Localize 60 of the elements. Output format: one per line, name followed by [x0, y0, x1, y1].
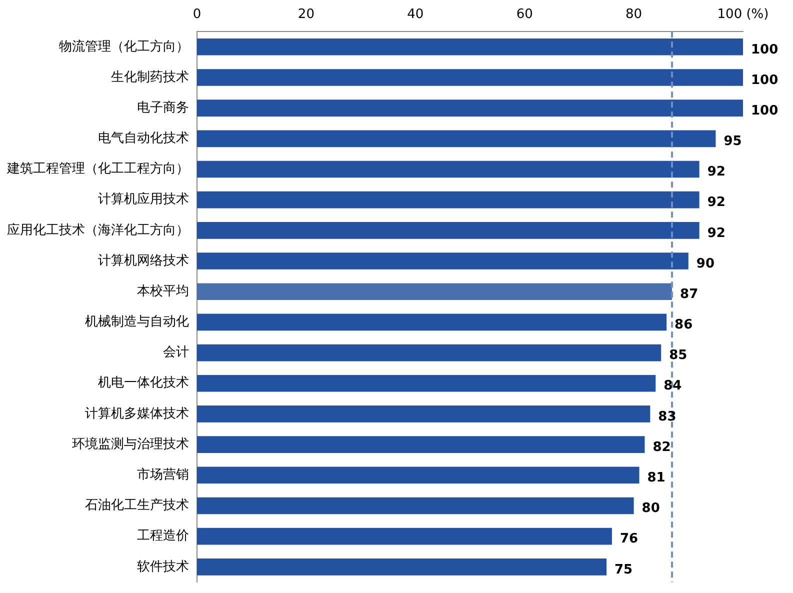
y-tick-label: 机械制造与自动化: [85, 314, 189, 330]
y-tick-label: 计算机网络技术: [98, 253, 189, 268]
data-label: 90: [696, 256, 714, 272]
data-label: 92: [707, 195, 726, 210]
bar: [197, 100, 743, 116]
data-label: 82: [652, 440, 671, 455]
bar: [197, 374, 656, 392]
x-tick-label: 60: [516, 7, 533, 22]
bar: [197, 252, 688, 270]
x-tick-label: 100 (%): [717, 7, 769, 22]
y-tick-label: 计算机多媒体技术: [85, 406, 189, 422]
y-tick-label: 生化制药技术: [111, 70, 189, 85]
y-tick-label: 市场营销: [137, 468, 189, 483]
y-tick-label: 计算机应用技术: [98, 191, 189, 208]
bar: [197, 314, 667, 331]
bar: [197, 222, 700, 239]
data-label: 92: [707, 226, 726, 241]
bar: [197, 69, 743, 86]
y-tick-label: 会计: [163, 345, 189, 360]
bar: [197, 558, 606, 576]
data-label: 92: [707, 164, 726, 180]
data-label: 76: [620, 532, 638, 547]
bar: [197, 344, 662, 362]
data-label: 100: [751, 72, 778, 88]
y-tick-label: 工程造价: [137, 528, 189, 544]
bar: [197, 130, 716, 148]
y-tick-label: 本校平均: [137, 284, 189, 299]
bar: [197, 436, 645, 453]
data-label: 83: [658, 409, 676, 424]
y-tick-label: 电气自动化技术: [98, 131, 189, 146]
y-tick-label: 机电一体化技术: [98, 376, 189, 391]
bar: [197, 497, 634, 514]
y-tick-label: 应用化工技术（海洋化工方向）: [7, 222, 189, 238]
y-tick-label: 电子商务: [137, 100, 189, 116]
y-tick-label: 环境监测与治理技术: [72, 436, 189, 452]
y-tick-label: 软件技术: [137, 559, 189, 574]
bar: [197, 160, 700, 178]
data-label: 100: [751, 103, 778, 118]
bar: [197, 406, 650, 422]
y-tick-label: 石油化工生产技术: [85, 498, 189, 514]
y-tick-label: 物流管理（化工方向）: [59, 38, 189, 54]
x-tick-label: 40: [407, 7, 424, 22]
data-label: 81: [647, 470, 666, 486]
y-tick-label: 建筑工程管理（化工工程方向）: [6, 160, 189, 177]
bar: [197, 466, 640, 484]
x-tick-label: 20: [298, 7, 314, 22]
bar: [197, 528, 612, 545]
data-label: 75: [614, 562, 633, 578]
data-label: 84: [664, 378, 682, 394]
x-tick-label: 80: [626, 7, 642, 22]
bar: [197, 38, 743, 56]
data-label: 87: [680, 286, 698, 302]
data-label: 80: [642, 501, 660, 516]
x-tick-label: 0: [192, 7, 202, 22]
bar: [197, 283, 672, 300]
data-label: 85: [669, 348, 688, 364]
data-label: 95: [724, 134, 742, 150]
bar: [197, 191, 700, 208]
data-label: 86: [674, 318, 693, 333]
data-label: 100: [751, 42, 778, 58]
